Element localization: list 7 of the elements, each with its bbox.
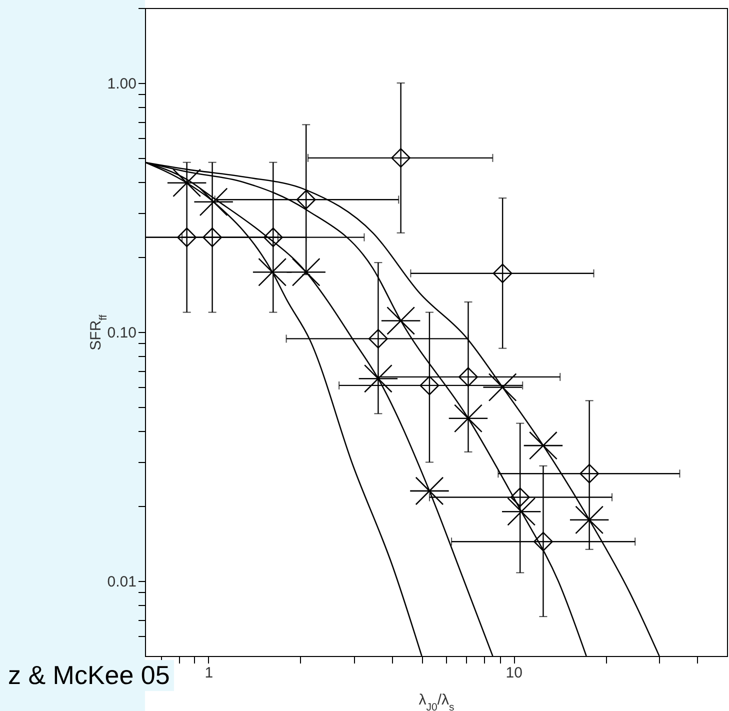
x-axis-title: λ$_{J0}$/λ$_{s}$	[418, 692, 454, 711]
y-tick-label: 0.10	[107, 324, 136, 342]
text: z & McKee 05	[4, 660, 174, 691]
y-tick-label: 0.01	[107, 574, 136, 591]
y-tick-label: 1.00	[107, 75, 136, 92]
x-tick-label: 10	[506, 664, 522, 682]
x-tick-label: 1	[204, 664, 214, 682]
